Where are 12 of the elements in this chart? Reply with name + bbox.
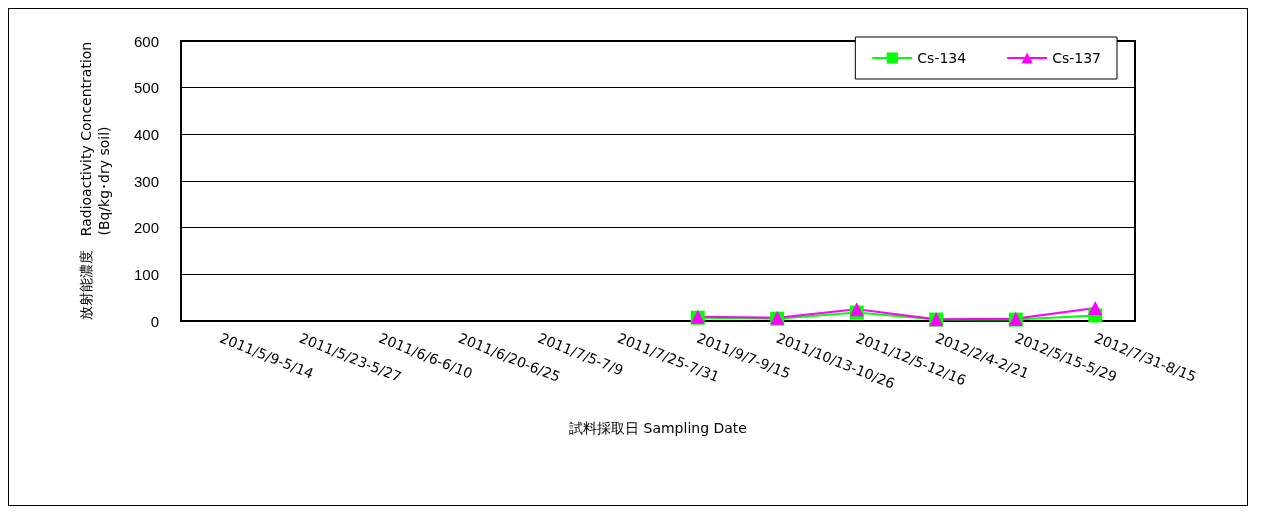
y-tick-label: 100	[133, 265, 159, 283]
y-tick-label: 600	[133, 32, 159, 50]
y-tick-label: 0	[150, 312, 159, 330]
y-tick-label: 200	[133, 219, 159, 237]
y-tick-label: 300	[133, 172, 159, 190]
y-axis-title: 放射能濃度 Radioactivity Concentration (Bq/kg･dry soil)	[78, 41, 112, 321]
legend-label: Cs-134	[917, 50, 967, 66]
y-tick-label: 500	[133, 79, 159, 97]
y-tick-label: 400	[133, 125, 159, 143]
x-axis-title: 試料採取日 Sampling Date	[569, 420, 747, 436]
legend-label: Cs-137	[1052, 50, 1101, 66]
point	[1088, 300, 1103, 315]
